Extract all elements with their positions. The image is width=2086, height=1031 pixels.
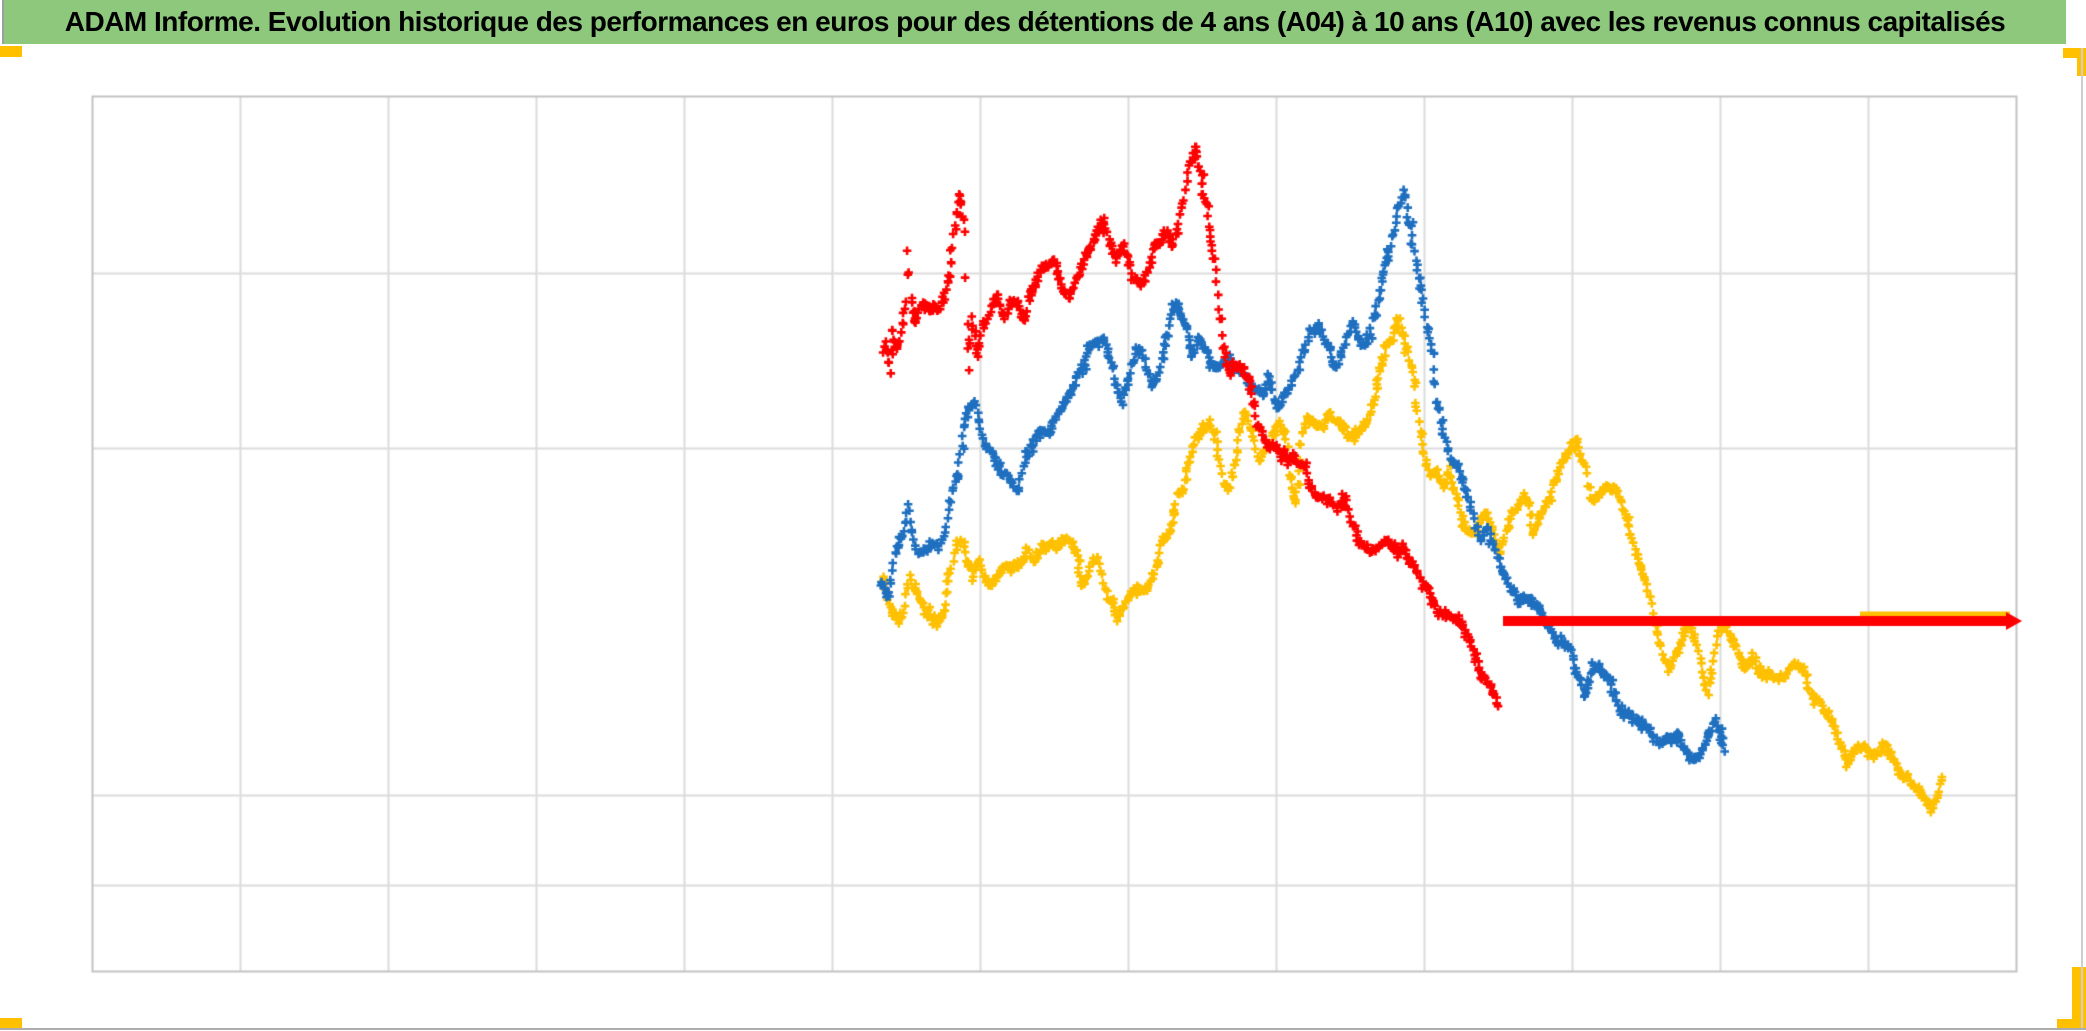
- gold-accent-top-left: [0, 46, 22, 57]
- gold-accent-bottom-right-foot: [2057, 1019, 2086, 1029]
- chart-frame-right-border: [2081, 48, 2083, 1029]
- gold-accent-top-right: [2063, 48, 2086, 58]
- chart-frame-bottom-border: [0, 1028, 2086, 1030]
- gold-accent-bottom-left: [0, 1018, 22, 1029]
